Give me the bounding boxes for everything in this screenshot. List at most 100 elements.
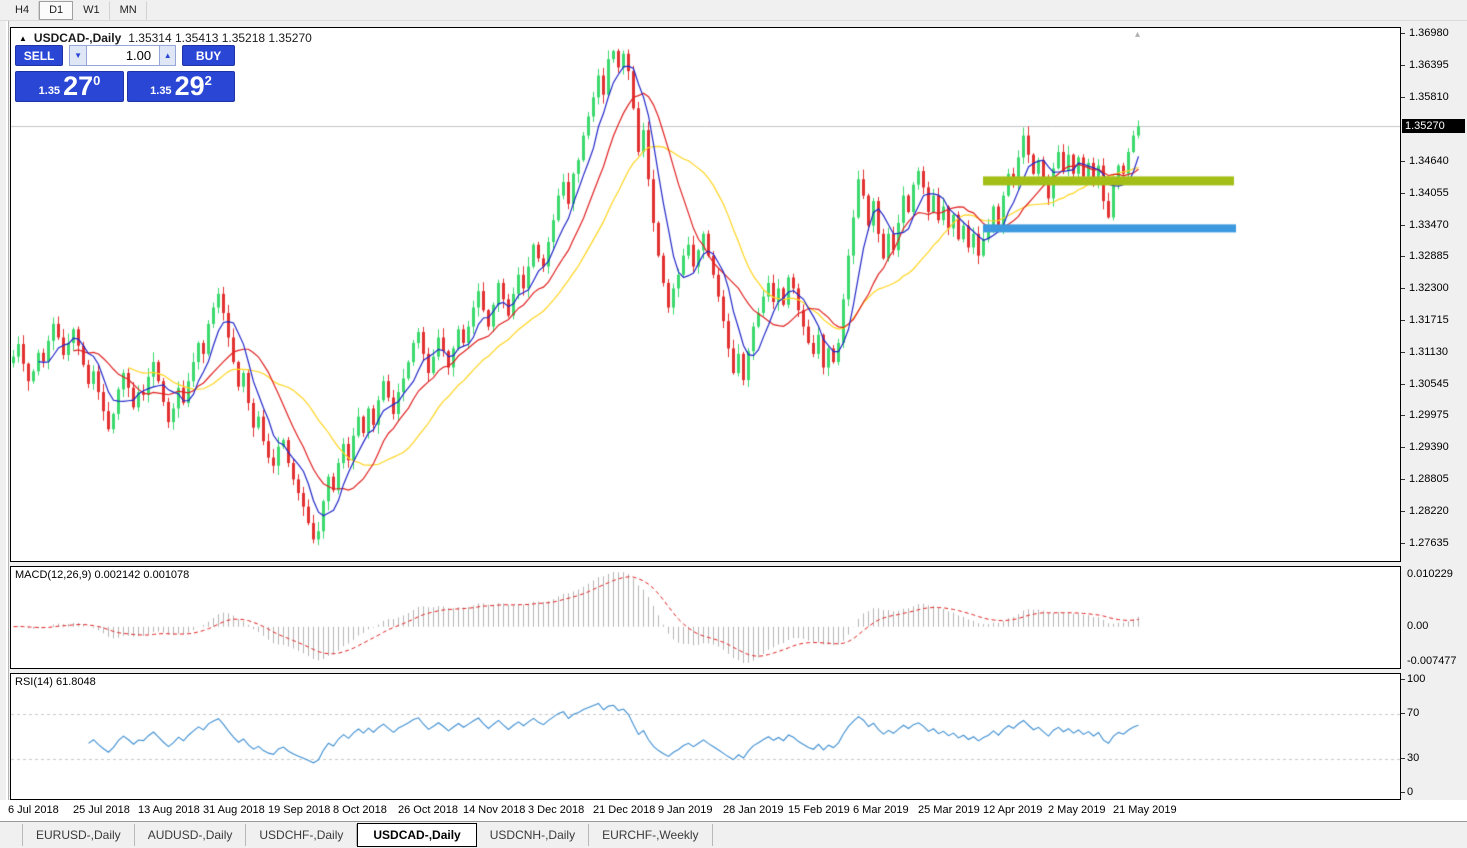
sell-button[interactable]: SELL (15, 45, 64, 66)
rsi-axis-tick (1401, 712, 1405, 714)
volume-decrease-button[interactable]: ▼ (69, 45, 88, 66)
rsi-indicator-pane: RSI(14) 61.8048 (10, 673, 1401, 800)
timeframe-button-W1[interactable]: W1 (73, 0, 110, 20)
timeframe-button-D1[interactable]: D1 (39, 0, 74, 20)
sell-price-small: 1.35 (38, 85, 61, 97)
price-axis-tick (1401, 64, 1405, 66)
macd-axis-zero: 0.00 (1407, 619, 1429, 632)
rsi-axis-label: 0 (1407, 786, 1414, 798)
sell-price-panel[interactable]: 1.35 27 0 (15, 71, 124, 102)
rsi-axis-label: 70 (1407, 706, 1420, 719)
macd-label: MACD(12,26,9) 0.002142 0.001078 (15, 569, 190, 581)
volume-increase-button[interactable]: ▲ (159, 45, 177, 66)
date-axis-label: 25 Jul 2018 (73, 804, 130, 816)
price-axis-label: 1.34640 (1409, 154, 1449, 167)
rsi-axis-label: 100 (1407, 673, 1426, 685)
date-axis-label: 14 Nov 2018 (463, 804, 526, 816)
date-axis-label: 21 Dec 2018 (593, 804, 656, 816)
date-axis-label: 12 Apr 2019 (983, 804, 1043, 816)
chart-shift-icon[interactable]: ▴ (1135, 29, 1141, 40)
macd-indicator-pane: MACD(12,26,9) 0.002142 0.001078 (10, 566, 1401, 669)
date-axis-label: 19 Sep 2018 (268, 804, 331, 816)
rsi-chart-canvas[interactable] (11, 674, 1400, 799)
timeframe-toolbar: H4 D1 W1 MN (0, 0, 1467, 21)
volume-input[interactable] (87, 45, 160, 66)
timeframe-button-H4[interactable]: H4 (5, 0, 40, 20)
rsi-axis-label: 30 (1407, 752, 1420, 765)
buy-price-small: 1.35 (150, 85, 172, 97)
price-axis-tick (1401, 96, 1405, 98)
price-axis-tick (1401, 288, 1405, 290)
price-axis-label: 1.35810 (1409, 90, 1449, 103)
chart-tab-AUDUSD[interactable]: AUDUSD-,Daily (135, 824, 247, 846)
price-axis-label: 1.27635 (1409, 536, 1449, 549)
chart-title: ▲ USDCAD-,Daily 1.35314 1.35413 1.35218 … (19, 31, 312, 45)
time-axis[interactable]: 6 Jul 2018 25 Jul 2018 13 Aug 2018 31 Aug 2… (0, 800, 1467, 822)
macd-chart-canvas[interactable] (11, 567, 1400, 668)
price-axis-label: 1.32300 (1409, 282, 1449, 295)
macd-axis-min: -0.007477 (1407, 655, 1457, 667)
current-price-tag: 1.35270 (1402, 119, 1465, 134)
left-splitter[interactable] (0, 21, 9, 822)
sell-price-big: 27 (63, 71, 94, 101)
price-axis-label: 1.36395 (1409, 58, 1449, 71)
price-axis-tick (1401, 160, 1405, 162)
price-axis-tick (1401, 256, 1405, 258)
price-axis-tick (1401, 320, 1405, 322)
price-axis-tick (1401, 384, 1405, 386)
chart-tab-EURCHF[interactable]: EURCHF-,Weekly (589, 824, 713, 846)
date-axis-label: 26 Oct 2018 (398, 804, 458, 816)
price-axis-label: 1.29390 (1409, 441, 1449, 454)
price-axis-label: 1.34055 (1409, 186, 1449, 199)
date-axis-label: 2 May 2019 (1048, 804, 1106, 816)
timeframe-button-MN[interactable]: MN (110, 0, 147, 20)
price-axis-tick (1401, 479, 1405, 481)
rsi-axis-tick (1401, 792, 1405, 793)
chart-symbol-label: USDCAD-,Daily (33, 31, 122, 45)
buy-price-panel[interactable]: 1.35 29 2 (127, 71, 235, 102)
date-axis-label: 8 Oct 2018 (333, 804, 387, 816)
date-axis-label: 6 Mar 2019 (853, 804, 909, 816)
chart-tab-USDCHF[interactable]: USDCHF-,Daily (246, 824, 358, 846)
date-axis-label: 3 Dec 2018 (528, 804, 585, 816)
chart-ohlc-values: 1.35314 1.35413 1.35218 1.35270 (128, 31, 312, 45)
price-axis-label: 1.28220 (1409, 505, 1449, 518)
sell-price-pip: 0 (93, 73, 101, 88)
chart-tab-EURUSD[interactable]: EURUSD-,Daily (22, 824, 135, 846)
buy-button[interactable]: BUY (182, 45, 236, 66)
price-axis-label: 1.29975 (1409, 409, 1449, 422)
rsi-label: RSI(14) 61.8048 (15, 676, 96, 688)
symbol-arrow-icon: ▲ (19, 33, 27, 43)
price-axis-label: 1.33470 (1409, 218, 1449, 231)
price-axis-tick (1401, 542, 1405, 544)
price-axis-label: 1.28805 (1409, 473, 1449, 486)
rsi-axis-tick (1401, 758, 1405, 760)
date-axis-label: 28 Jan 2019 (723, 804, 784, 816)
chart-tab-USDCAD[interactable]: USDCAD-,Daily (357, 823, 477, 847)
price-axis-label: 1.36980 (1409, 27, 1449, 39)
date-axis-label: 31 Aug 2018 (203, 804, 265, 816)
price-axis-tick (1401, 224, 1405, 226)
price-axis-label: 1.32885 (1409, 250, 1449, 263)
price-axis-label: 1.31130 (1409, 346, 1448, 359)
chart-tab-bar: EURUSD-,Daily AUDUSD-,Daily USDCHF-,Daily U… (0, 822, 1467, 848)
price-axis-tick (1401, 447, 1405, 449)
macd-axis-max: 0.010229 (1407, 568, 1453, 580)
price-chart-pane: ▲ USDCAD-,Daily 1.35314 1.35413 1.35218 … (10, 27, 1401, 562)
price-axis-label: 1.30545 (1409, 378, 1449, 391)
candlestick-chart-canvas[interactable] (11, 28, 1400, 561)
date-axis-label: 25 Mar 2019 (918, 804, 980, 816)
one-click-trade-widget: SELL ▼ ▲ BUY 1.35 27 0 1.35 29 2 (15, 45, 236, 102)
price-axis-tick (1401, 511, 1405, 513)
price-axis-label: 1.31715 (1409, 314, 1449, 327)
price-axis[interactable]: 1.35270 1.36980 1.36395 1.35810 1.34640 1.34… (1401, 27, 1467, 563)
price-axis-tick (1401, 415, 1405, 417)
date-axis-label: 6 Jul 2018 (8, 804, 59, 816)
date-axis-label: 9 Jan 2019 (658, 804, 713, 816)
date-axis-label: 13 Aug 2018 (138, 804, 200, 816)
price-axis-tick (1401, 352, 1405, 354)
chart-tab-USDCNH[interactable]: USDCNH-,Daily (477, 824, 590, 846)
price-axis-tick (1401, 33, 1405, 34)
rsi-axis-tick (1401, 679, 1405, 680)
